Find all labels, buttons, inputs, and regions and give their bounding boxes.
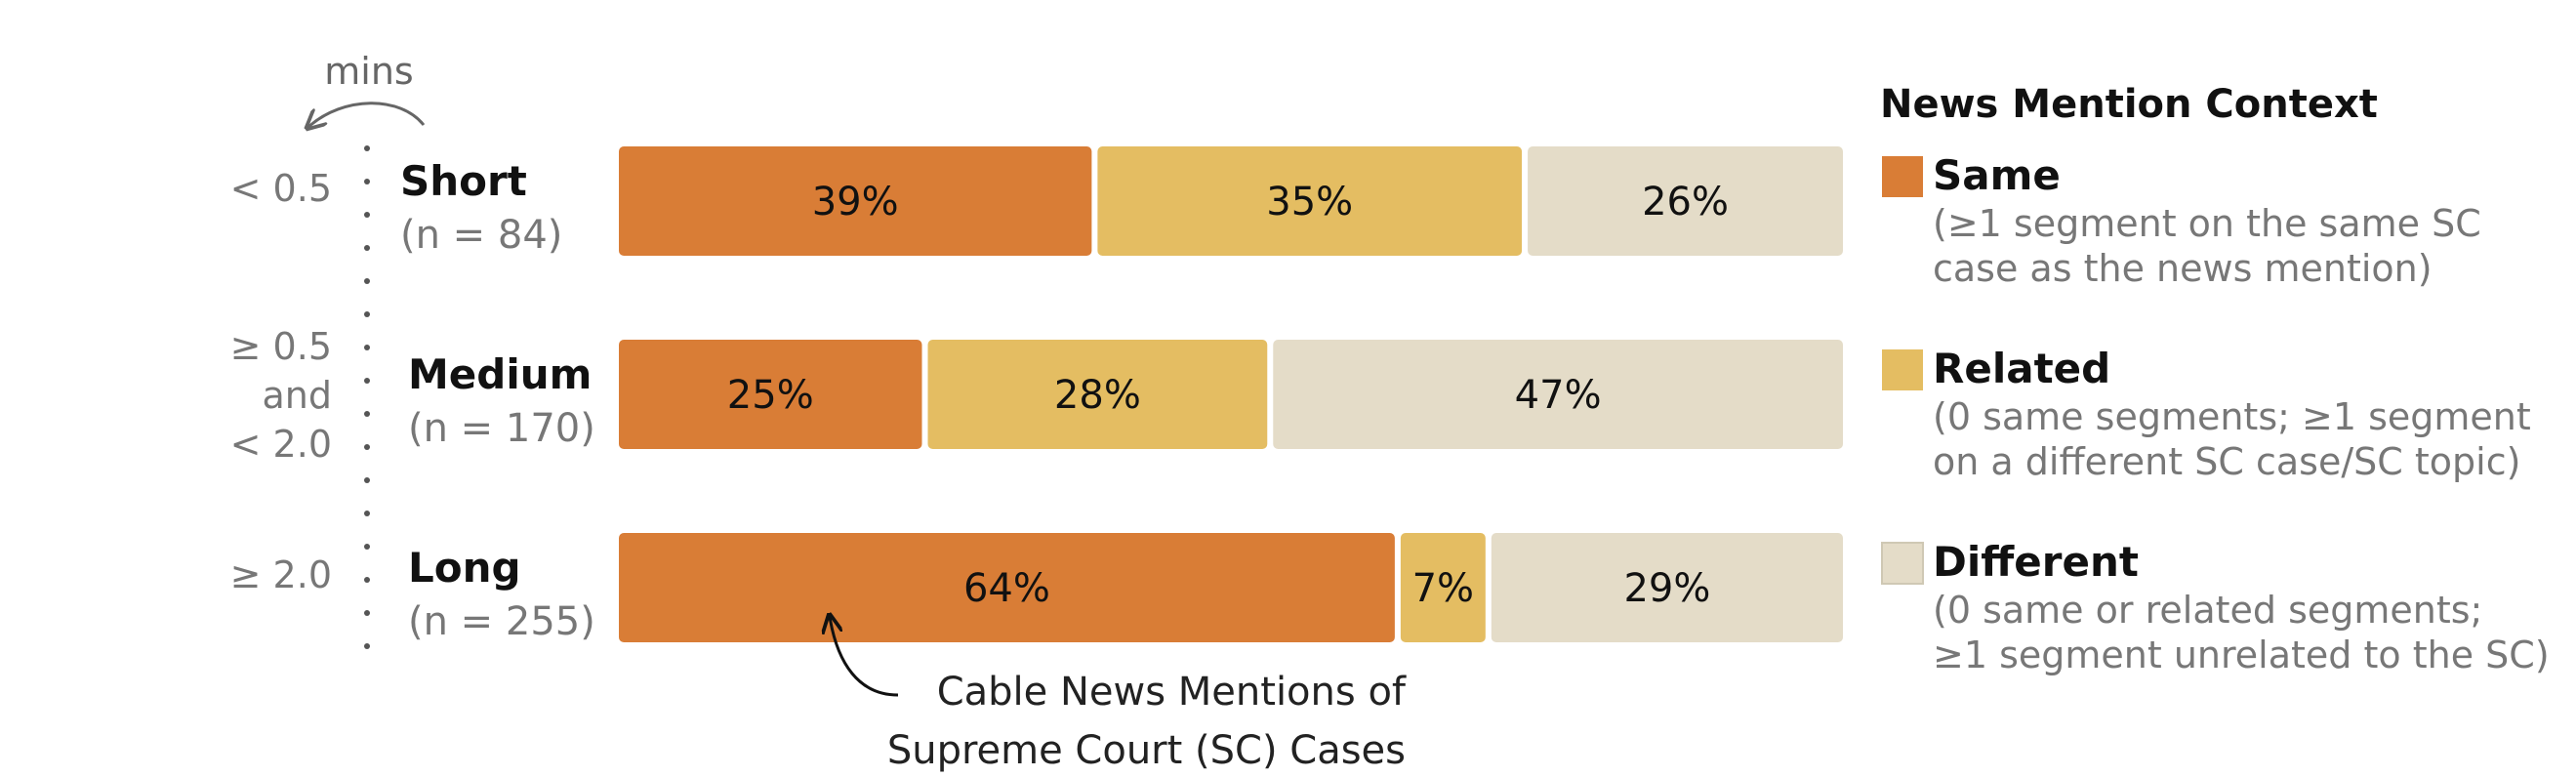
axis-dot <box>364 643 370 649</box>
axis-dot <box>364 610 370 616</box>
category-n-long: (n = 255) <box>408 599 595 644</box>
category-label-long: Long <box>408 544 521 592</box>
axis-dot <box>364 179 370 184</box>
bar-long-related <box>1400 533 1486 642</box>
bar-medium-related <box>927 340 1268 449</box>
annotation-line-2: Supreme Court (SC) Cases <box>887 728 1406 773</box>
axis-dot <box>364 477 370 483</box>
range-label-medium-2: < 2.0 <box>230 423 332 466</box>
legend-label-same: Same <box>1933 151 2061 199</box>
legend-label-related: Related <box>1933 345 2110 392</box>
bar-label-short-related: 35% <box>1266 180 1353 225</box>
category-labels: Short (n = 84) Medium (n = 170) Long (n = 255… <box>400 157 595 644</box>
bar-label-medium-different: 47% <box>1515 373 1602 418</box>
bar-medium-different <box>1273 340 1843 449</box>
axis-dot <box>364 444 370 450</box>
legend-swatch-related <box>1882 349 1923 390</box>
units-label: mins <box>324 50 413 93</box>
axis-dot <box>364 511 370 516</box>
units-arrow <box>308 102 426 127</box>
axis-dot <box>364 145 370 151</box>
category-n-short: (n = 84) <box>400 213 562 258</box>
range-label-medium-1: and <box>263 374 333 417</box>
legend-swatch-same <box>1882 156 1923 197</box>
axis-dot <box>364 278 370 284</box>
bar-label-medium-same: 25% <box>727 373 814 418</box>
axis-dot <box>364 311 370 317</box>
legend-desc-same-0: (≥1 segment on the same SC <box>1933 202 2481 245</box>
legend-desc-related-1: on a different SC case/SC topic) <box>1933 440 2520 483</box>
axis-dot <box>364 212 370 218</box>
axis-dot <box>364 577 370 583</box>
duration-range-labels: < 0.5 ≥ 0.5 and < 2.0 ≥ 2.0 <box>230 167 332 596</box>
bar-short-different <box>1528 146 1843 256</box>
duration-axis <box>364 145 370 649</box>
bar-label-long-related: 7% <box>1412 566 1474 611</box>
legend-label-different: Different <box>1933 538 2139 586</box>
axis-dot <box>364 378 370 384</box>
bar-label-short-same: 39% <box>812 180 899 225</box>
category-label-medium: Medium <box>408 350 592 398</box>
bar-label-short-different: 26% <box>1642 180 1729 225</box>
annotation-arrow <box>830 617 899 697</box>
legend: News Mention Context Same(≥1 segment on … <box>1880 82 2550 676</box>
legend-desc-related-0: (0 same segments; ≥1 segment <box>1933 395 2531 438</box>
bar-short-related <box>1097 146 1523 256</box>
axis-dot <box>364 544 370 550</box>
bar-short-same <box>619 146 1092 256</box>
range-label-short-0: < 0.5 <box>230 167 332 210</box>
bar-long-same <box>619 533 1395 642</box>
category-label-short: Short <box>400 157 527 205</box>
legend-desc-same-1: case as the news mention) <box>1933 247 2433 290</box>
legend-swatch-different <box>1881 542 1924 585</box>
bar-medium-same <box>619 340 922 449</box>
legend-desc-different-1: ≥1 segment unrelated to the SC) <box>1933 634 2550 676</box>
range-label-medium-0: ≥ 0.5 <box>230 325 332 368</box>
annotation-line-1: Cable News Mentions of <box>937 670 1407 715</box>
axis-dot <box>364 345 370 350</box>
bar-label-long-same: 64% <box>963 566 1050 611</box>
axis-dot <box>364 245 370 251</box>
bar-long-different <box>1491 533 1843 642</box>
bar-label-long-different: 29% <box>1623 566 1710 611</box>
bar-label-medium-related: 28% <box>1054 373 1141 418</box>
range-label-long-0: ≥ 2.0 <box>230 553 332 596</box>
bar-value-labels: 39% 35% 26% 25% 28% 47% 64% 7% 29% <box>727 180 1729 611</box>
legend-desc-different-0: (0 same or related segments; <box>1933 589 2482 632</box>
axis-dot <box>364 411 370 417</box>
bar-segments <box>619 146 1843 642</box>
legend-title: News Mention Context <box>1880 82 2378 127</box>
category-n-medium: (n = 170) <box>408 406 595 451</box>
